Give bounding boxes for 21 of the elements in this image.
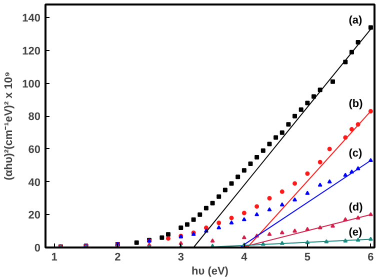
y-tick-label: 0 [34,242,41,254]
series-label: (c) [348,147,362,160]
y-tick-label: 140 [22,12,41,25]
y-tick-label: 100 [22,78,41,90]
series-label: (a) [348,14,362,26]
y-tick-label: 120 [22,45,41,58]
x-tick-label: 4 [241,252,248,264]
y-tick-label: 80 [28,111,41,124]
series-label: (e) [348,226,362,238]
x-axis-title: hυ (eV) [192,266,229,278]
y-axis-title: (αhυ)²(cm⁻¹eV)² x 10⁹ [3,72,16,180]
x-tick-label: 2 [114,252,121,264]
x-tick-label: 6 [368,252,374,264]
y-tick-label: 40 [28,176,41,189]
series-label: (b) [348,98,364,110]
y-tick-label: 60 [28,144,41,156]
x-tick-label: 3 [178,252,184,264]
series-label: (d) [348,202,364,214]
y-tick-label: 20 [28,210,41,222]
x-tick-label: 1 [51,252,58,264]
x-tick-label: 5 [304,252,310,264]
